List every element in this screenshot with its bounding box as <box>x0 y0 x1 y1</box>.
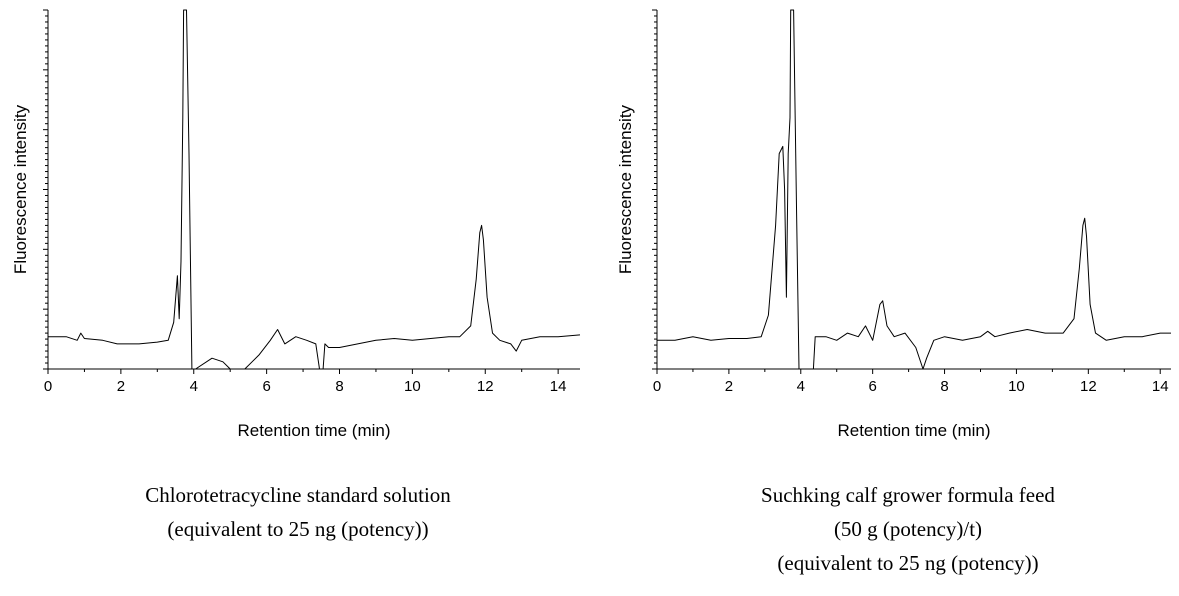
chromatogram-trace <box>48 9 581 370</box>
x-tick-label: 12 <box>1080 378 1097 395</box>
chart-caption-feed: Suchking calf grower formula feed (50 g … <box>638 478 1178 580</box>
x-tick-label: 14 <box>1152 378 1169 395</box>
y-axis-title: Fluorescence intensity <box>616 104 635 274</box>
x-tick-label: 8 <box>940 378 948 395</box>
x-tick-label: 6 <box>868 378 876 395</box>
y-axis-title: Fluorescence intensity <box>11 104 30 274</box>
x-tick-label: 0 <box>653 378 661 395</box>
x-axis-title: Retention time (min) <box>237 421 390 440</box>
x-tick-label: 4 <box>190 378 198 395</box>
caption-line-2: (equivalent to 25 ng (potency)) <box>167 517 429 541</box>
x-tick-label: 6 <box>262 378 270 395</box>
caption-line-2: (50 g (potency)/t) <box>833 517 983 541</box>
x-tick-label: 4 <box>797 378 805 395</box>
x-tick-label: 0 <box>44 378 52 395</box>
x-tick-label: 14 <box>550 378 567 395</box>
x-tick-label: 2 <box>725 378 733 395</box>
x-axis-title: Retention time (min) <box>837 421 990 440</box>
x-tick-label: 10 <box>1008 378 1025 395</box>
x-tick-label: 8 <box>335 378 343 395</box>
chart-caption-standard: Chlorotetracycline standard solution (eq… <box>48 478 548 546</box>
x-tick-label: 12 <box>477 378 494 395</box>
x-tick-label: 10 <box>404 378 421 395</box>
caption-line-1: Chlorotetracycline standard solution <box>145 483 451 507</box>
caption-line-1: Suchking calf grower formula feed <box>761 483 1055 507</box>
chromatogram-trace <box>657 9 1171 370</box>
x-tick-label: 2 <box>117 378 125 395</box>
caption-line-3: (equivalent to 25 ng (potency)) <box>777 551 1039 575</box>
